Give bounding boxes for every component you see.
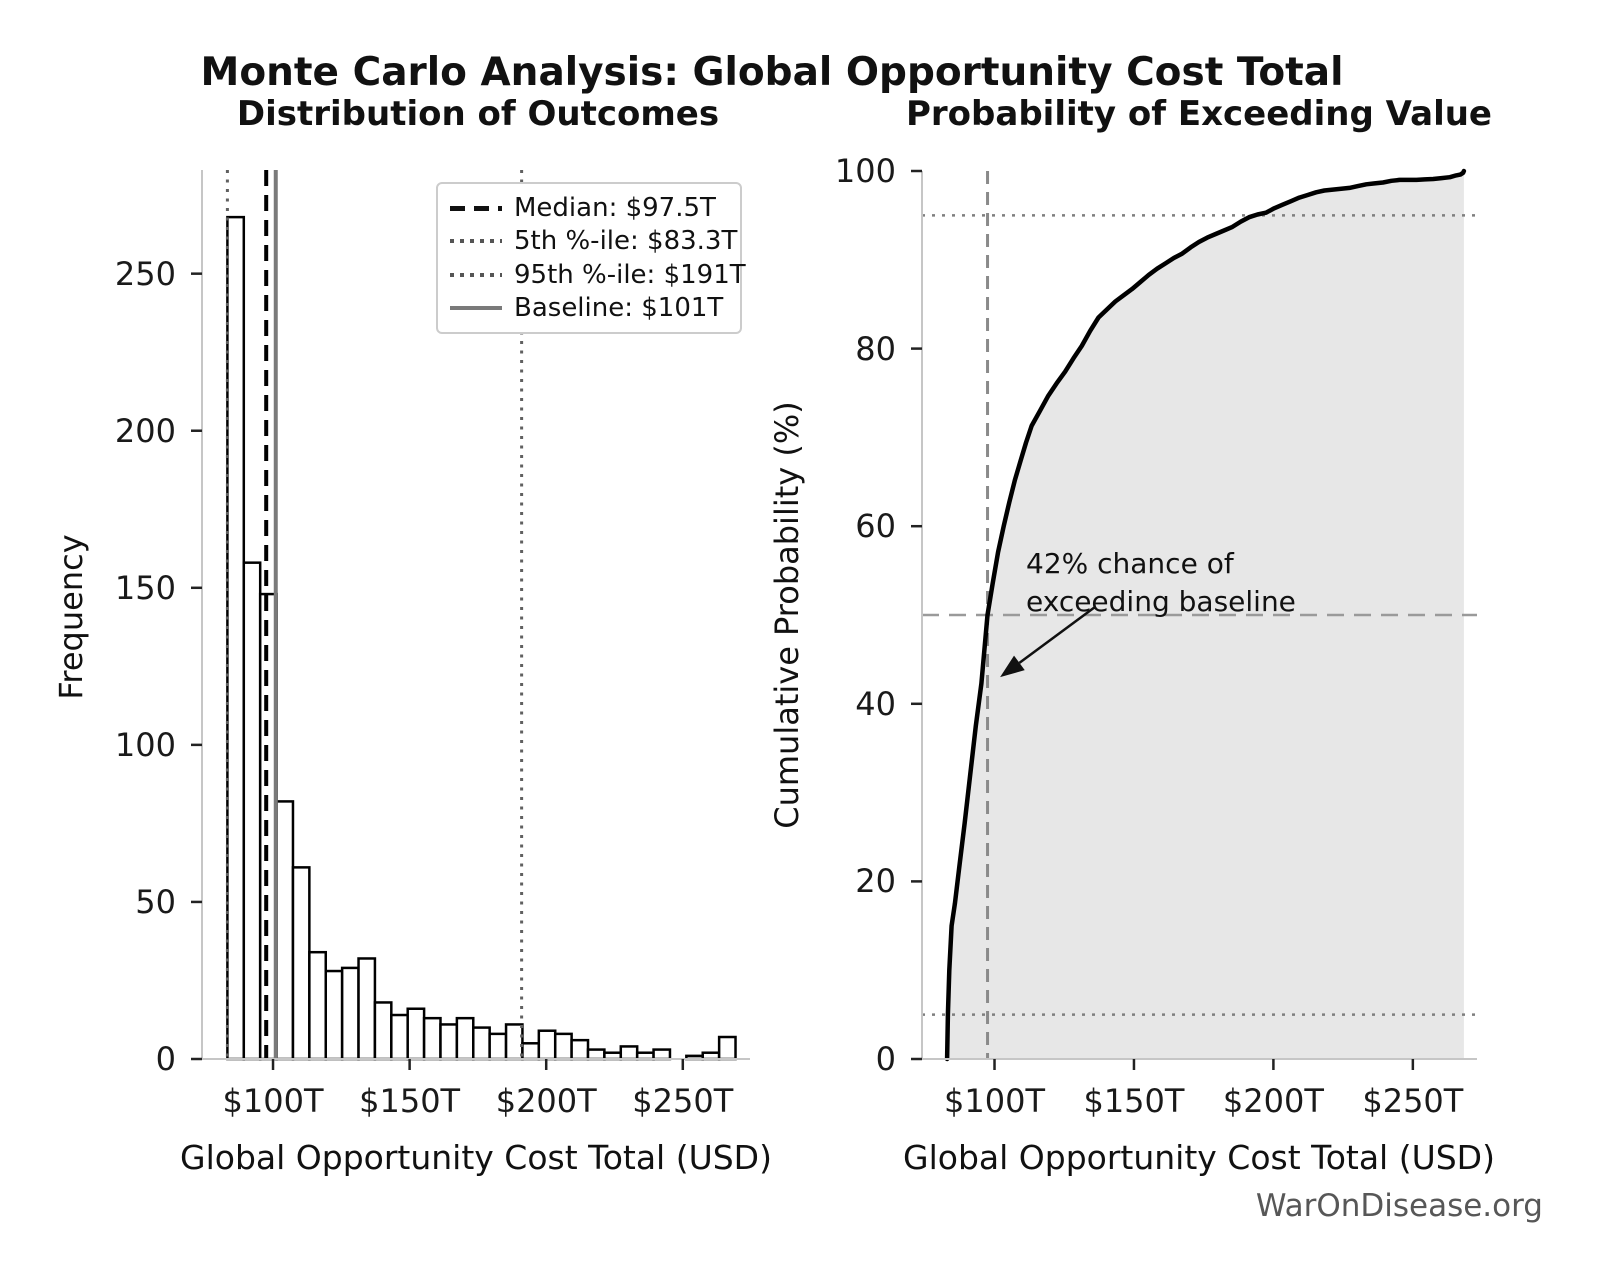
histogram-bar bbox=[652, 1048, 672, 1061]
right-plot-title: Probability of Exceeding Value bbox=[906, 94, 1492, 134]
legend-item-5th-percentile: 5th %-ile: $83.3T bbox=[450, 225, 737, 257]
right-y-axis-label: Cumulative Probability (%) bbox=[768, 401, 806, 829]
legend-label: Median: $97.5T bbox=[514, 193, 716, 223]
histogram-bar bbox=[455, 1016, 475, 1061]
y-tick-label: 100 bbox=[834, 152, 896, 190]
legend-label: 5th %-ile: $83.3T bbox=[514, 226, 738, 257]
x-tick-label: $100T bbox=[944, 1082, 1045, 1120]
histogram-bar bbox=[586, 1048, 606, 1061]
histogram-bar bbox=[521, 1042, 541, 1061]
y-tick-label: 200 bbox=[114, 411, 176, 450]
cdf-curve bbox=[944, 168, 1467, 1062]
x-tick-label: $150T bbox=[1083, 1082, 1185, 1120]
y-tick-label: 250 bbox=[114, 254, 176, 293]
y-tick-label: 60 bbox=[855, 507, 896, 546]
legend-label: Baseline: $101T bbox=[514, 292, 724, 323]
legend-item-baseline: Baseline: $101T bbox=[450, 292, 730, 324]
median-line-sample-icon bbox=[450, 205, 502, 211]
histogram-bar bbox=[390, 1013, 409, 1061]
histogram-bar bbox=[308, 950, 328, 1061]
legend-item-median: Median: $97.5T bbox=[450, 192, 730, 224]
annotation-line-2: exceeding baseline bbox=[1026, 585, 1296, 618]
percentile5-line-sample-icon bbox=[450, 239, 502, 244]
histogram-bar bbox=[472, 1026, 491, 1061]
histogram-bar bbox=[275, 800, 295, 1061]
left-y-axis-label: Frequency bbox=[52, 534, 90, 700]
main-title: Monte Carlo Analysis: Global Opportunity… bbox=[200, 50, 1344, 95]
histogram-bar bbox=[422, 1016, 442, 1061]
percentile95-line-sample-icon bbox=[450, 272, 502, 277]
left-x-axis-label: Global Opportunity Cost Total (USD) bbox=[180, 1138, 772, 1177]
x-tick-label: $200T bbox=[1222, 1082, 1324, 1120]
y-tick-label: 80 bbox=[855, 329, 896, 368]
watermark: WarOnDisease.org bbox=[1255, 1188, 1543, 1224]
histogram-bar bbox=[537, 1029, 557, 1061]
y-tick-label: 100 bbox=[114, 725, 176, 764]
x-tick-label: $250T bbox=[1362, 1082, 1464, 1120]
y-tick-label: 0 bbox=[875, 1040, 896, 1078]
x-tick-label: $100T bbox=[222, 1082, 324, 1120]
legend-item-95th-percentile: 95th %-ile: $191T bbox=[450, 259, 746, 291]
y-tick-label: 0 bbox=[155, 1040, 176, 1078]
histogram-bar bbox=[619, 1045, 639, 1061]
histogram-bar bbox=[488, 1032, 508, 1061]
histogram-bar bbox=[504, 1023, 524, 1061]
x-tick-label: $200T bbox=[495, 1082, 597, 1120]
y-tick-label: 20 bbox=[855, 862, 896, 901]
y-tick-label: 150 bbox=[114, 568, 176, 607]
x-tick-label: $250T bbox=[632, 1082, 734, 1120]
histogram-bar bbox=[439, 1023, 459, 1061]
baseline-line-sample-icon bbox=[450, 305, 502, 310]
histogram-bar bbox=[406, 1007, 426, 1061]
histogram-bar bbox=[357, 957, 377, 1061]
legend: Median: $97.5T 5th %-ile: $83.3T 95th %-… bbox=[436, 182, 746, 334]
histogram-bar bbox=[291, 866, 311, 1061]
histogram-bar bbox=[226, 215, 246, 1061]
annotation-arrowhead-icon bbox=[1000, 655, 1025, 678]
histogram-bar bbox=[553, 1032, 573, 1061]
annotation-line-1: 42% chance of bbox=[1026, 547, 1234, 580]
histogram-bar bbox=[340, 966, 360, 1061]
legend-label: 95th %-ile: $191T bbox=[514, 259, 746, 290]
left-plot-title: Distribution of Outcomes bbox=[236, 94, 720, 134]
annotation-text: 42% chance of exceeding baseline bbox=[1026, 545, 1296, 621]
histogram-bar bbox=[717, 1035, 737, 1061]
y-tick-label: 40 bbox=[855, 684, 896, 723]
right-x-axis-label: Global Opportunity Cost Total (USD) bbox=[903, 1138, 1495, 1177]
histogram-bar bbox=[324, 969, 344, 1061]
x-tick-label: $150T bbox=[359, 1082, 461, 1120]
y-tick-label: 50 bbox=[135, 882, 176, 921]
histogram-bar bbox=[570, 1038, 590, 1061]
histogram-bar bbox=[242, 561, 262, 1061]
histogram-bar bbox=[373, 1001, 393, 1061]
annotation-arrow-shaft bbox=[1018, 605, 1096, 664]
